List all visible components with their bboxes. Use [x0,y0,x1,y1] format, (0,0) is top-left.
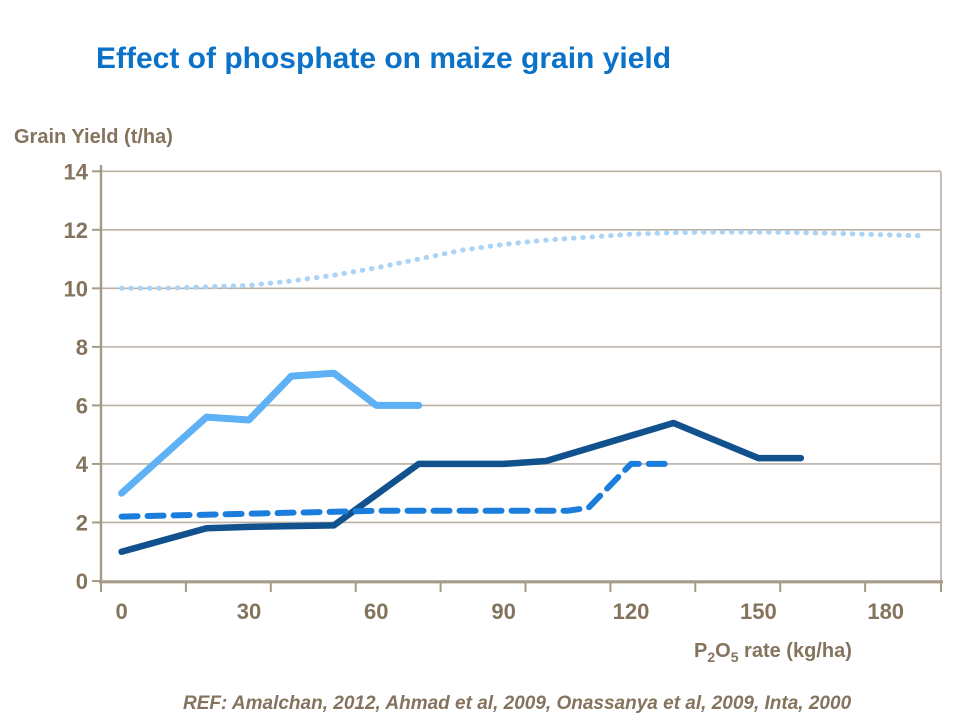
x-axis-title-rest: rate (kg/ha) [738,640,852,662]
series-light-blue-solid [118,369,423,497]
x-tick-label-30: 30 [237,599,261,624]
y-tick-label-14: 14 [64,159,89,184]
series-medium-blue-dashed [118,460,677,520]
series-pale-blue-dotted [119,229,923,291]
x-axis-title-sub2: 2 [707,649,716,665]
x-axis-title: P2O5 rate (kg/ha) [694,640,852,665]
y-tick-label-2: 2 [76,510,88,535]
x-tick-label-120: 120 [613,599,650,624]
y-tick-label-12: 12 [64,218,88,243]
y-tick-label-4: 4 [76,452,89,477]
x-tick-label-0: 0 [115,599,127,624]
x-tick-label-90: 90 [491,599,515,624]
reference-citation: REF: Amalchan, 2012, Ahmad et al, 2009, … [183,693,852,714]
y-axis-title: Grain Yield (t/ha) [14,126,173,148]
y-tick-label-0: 0 [76,569,88,594]
x-tick-label-150: 150 [740,599,777,624]
y-tick-label-10: 10 [64,276,88,301]
x-tick-label-180: 180 [867,599,904,624]
x-axis-title-o: O [715,640,731,662]
y-tick-label-8: 8 [76,335,88,360]
x-tick-label-60: 60 [364,599,388,624]
chart-title: Effect of phosphate on maize grain yield [96,42,672,75]
x-axis-title-sub5: 5 [730,649,739,665]
x-axis-title-p: P [694,640,708,662]
series-dark-navy-solid [118,419,805,555]
y-tick-label-6: 6 [76,393,88,418]
